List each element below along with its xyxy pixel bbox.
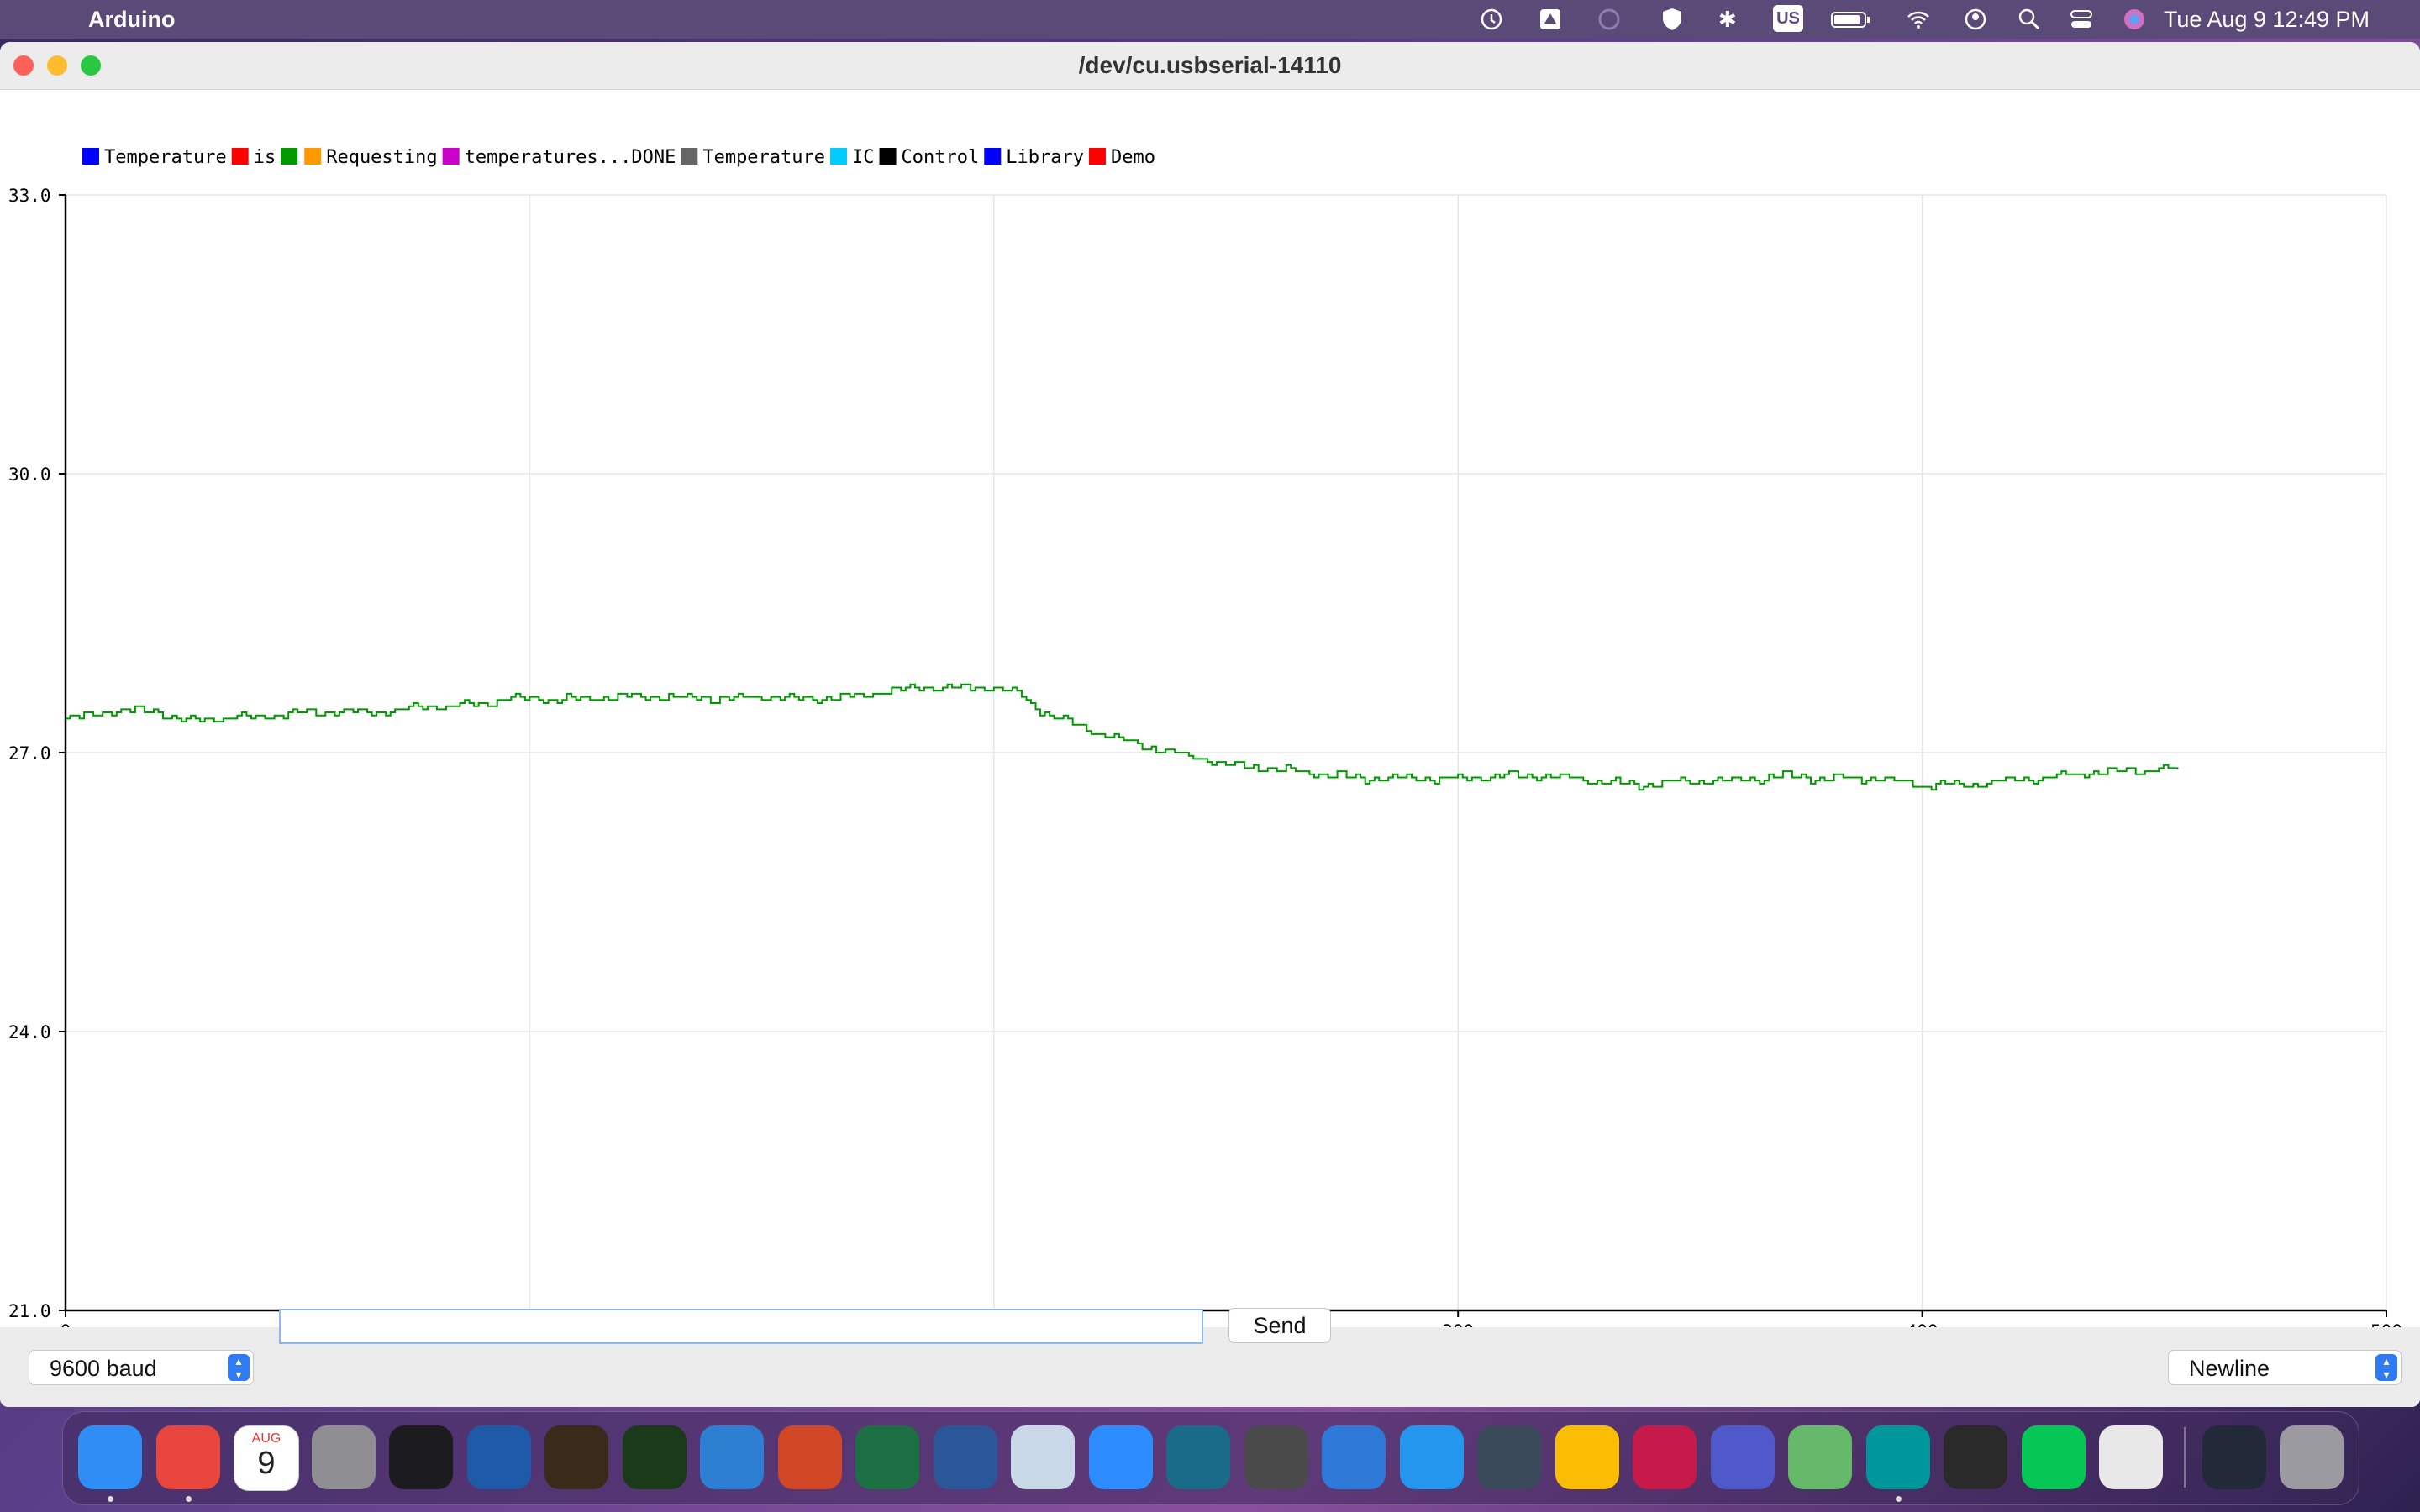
word-icon[interactable]	[933, 1425, 997, 1489]
atom-icon[interactable]	[1788, 1425, 1852, 1489]
plotter-footer: 9600 baud ▴ ▾ Newline ▴ ▾	[0, 1327, 2420, 1407]
trash-icon[interactable]	[2280, 1425, 2344, 1489]
legend-swatch	[1088, 148, 1106, 165]
y-tick-label: 30.0	[8, 465, 51, 485]
legend-label: Requesting	[326, 147, 437, 168]
legend-label: IC	[852, 147, 875, 168]
baud-rate-select[interactable]: 9600 baud ▴ ▾	[29, 1350, 254, 1385]
legend-swatch	[681, 148, 698, 165]
line-icon[interactable]	[2021, 1425, 2086, 1489]
dock: AUG 9	[62, 1411, 2360, 1505]
plot-series	[66, 683, 2179, 791]
legend-swatch	[281, 148, 298, 165]
close-button[interactable]	[13, 55, 34, 76]
y-tick-label: 33.0	[8, 186, 51, 206]
siri-ring-icon[interactable]	[1597, 7, 1622, 32]
recent-window-icon[interactable]	[2202, 1425, 2266, 1489]
legend-label: Control	[902, 147, 980, 168]
vnc-icon[interactable]	[700, 1425, 764, 1489]
temperature-series-line	[66, 683, 2179, 791]
y-tick-label: 21.0	[8, 1301, 51, 1321]
legend-swatch	[830, 148, 848, 165]
running-indicator	[108, 1496, 113, 1502]
bluetooth-icon[interactable]: ✱	[1718, 7, 1737, 32]
gamma-icon[interactable]	[1477, 1425, 1541, 1489]
search-icon[interactable]	[2017, 7, 2042, 32]
textedit-icon[interactable]	[2099, 1425, 2163, 1489]
oscilloscope-icon[interactable]	[622, 1425, 687, 1489]
input-us-icon[interactable]: US	[1773, 5, 1803, 32]
menu-bar-clock[interactable]: Tue Aug 9 12:49 PM	[2163, 7, 2370, 32]
minimize-button[interactable]	[47, 55, 67, 76]
line-ending-select[interactable]: Newline ▴ ▾	[2168, 1350, 2402, 1385]
running-indicator	[1895, 1496, 1902, 1502]
legend-label: Demo	[1111, 147, 1155, 168]
legend-swatch	[231, 148, 249, 165]
legend-label: temperatures...DONE	[465, 147, 676, 168]
window-title: /dev/cu.usbserial-14110	[1078, 52, 1342, 78]
system-settings-icon[interactable]	[311, 1425, 376, 1489]
menu-bar: Arduino ✱ US Tue Aug 9 12:49 PM	[0, 0, 2420, 39]
app-menu[interactable]: Arduino	[88, 7, 176, 32]
plot-grid	[66, 194, 2387, 1310]
siri-icon[interactable]	[2122, 7, 2147, 32]
zoom-icon[interactable]	[1088, 1425, 1153, 1489]
serial-plotter-window: /dev/cu.usbserial-14110 Temperature is Req…	[0, 42, 2420, 1407]
line-ending-value: Newline	[2189, 1356, 2270, 1381]
xquartz-icon[interactable]	[544, 1425, 608, 1489]
window-titlebar: /dev/cu.usbserial-14110	[0, 42, 2420, 90]
control-center-icon[interactable]	[2069, 7, 2094, 32]
plot-legend: Temperature is Requesting temperatures...DO…	[82, 147, 1155, 168]
terminal-icon[interactable]	[389, 1425, 453, 1489]
plot-ticks: 010020030040050033.030.027.024.021.0	[8, 186, 2402, 1341]
calendar-month: AUG	[251, 1431, 281, 1446]
chevron-updown-icon: ▴ ▾	[2375, 1354, 2397, 1381]
calendar-icon[interactable]: AUG 9	[234, 1425, 299, 1491]
legend-label: Temperature	[702, 147, 825, 168]
zoom-button[interactable]	[81, 55, 101, 76]
battery-icon[interactable]	[1830, 7, 1872, 32]
chevron-updown-icon: ▴ ▾	[228, 1354, 250, 1381]
running-indicator	[185, 1496, 192, 1502]
calendar-day: 9	[257, 1446, 276, 1481]
teams-icon[interactable]	[1710, 1425, 1775, 1489]
legend-swatch	[442, 148, 460, 165]
finder-icon[interactable]	[78, 1425, 142, 1489]
app-blue-icon[interactable]	[466, 1425, 531, 1489]
y-tick-label: 24.0	[8, 1022, 51, 1042]
legend-swatch	[879, 148, 897, 165]
legend-label: is	[254, 147, 276, 168]
quicktime-icon[interactable]	[1244, 1425, 1308, 1489]
arduino-icon[interactable]	[1865, 1425, 1930, 1489]
legend-swatch	[984, 148, 1002, 165]
shield-icon[interactable]	[1660, 7, 1685, 32]
y-tick-label: 27.0	[8, 743, 51, 764]
legend-label: Temperature	[104, 147, 227, 168]
webex-icon[interactable]	[1166, 1425, 1230, 1489]
chrome-icon[interactable]	[155, 1425, 220, 1489]
wifi-icon[interactable]	[1906, 7, 1931, 32]
powerpoint-icon[interactable]	[777, 1425, 842, 1489]
send-button[interactable]: Send	[1228, 1308, 1331, 1343]
typora-icon[interactable]	[1944, 1425, 2007, 1489]
user-icon[interactable]	[1963, 7, 1988, 32]
legend-swatch	[82, 148, 99, 165]
photo-booth-icon[interactable]	[1322, 1425, 1386, 1489]
excel-icon[interactable]	[855, 1425, 919, 1489]
legend-swatch	[304, 148, 322, 165]
serial-plot: Temperature is Requesting temperatures...DO…	[8, 147, 2402, 1341]
preview-icon[interactable]	[1011, 1425, 1075, 1489]
google-drive-icon[interactable]	[1555, 1425, 1619, 1489]
drive-icon[interactable]	[1538, 7, 1563, 32]
serial-message-input[interactable]	[279, 1309, 1203, 1344]
time-machine-icon[interactable]	[1479, 7, 1504, 32]
dock-separator	[2183, 1427, 2186, 1488]
docker-icon[interactable]	[1399, 1425, 1464, 1489]
raspberry-pi-icon[interactable]	[1633, 1425, 1697, 1489]
legend-label: Library	[1006, 147, 1084, 168]
baud-rate-value: 9600 baud	[50, 1356, 157, 1381]
